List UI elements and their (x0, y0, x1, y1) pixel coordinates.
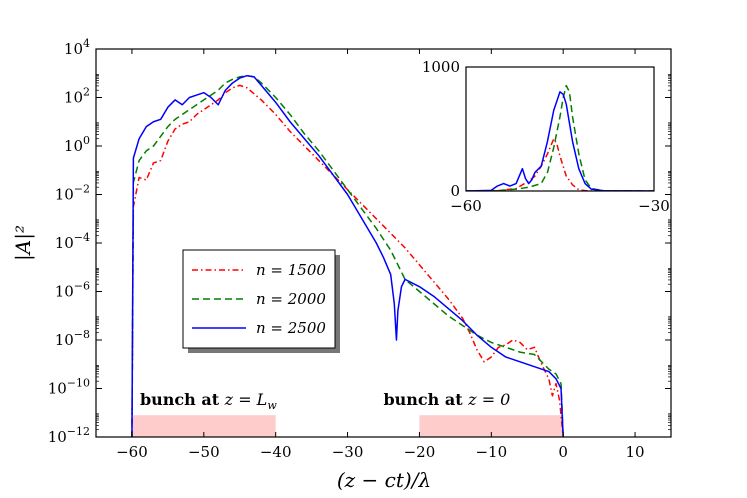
annotation-labels: bunch at z = Lw bunch at z = 0 (140, 390, 510, 412)
annotation-band-1 (131, 415, 276, 437)
inset-chart: −60 −30 0 1000 (422, 58, 670, 215)
annotation-band-2 (419, 415, 564, 437)
legend: n = 1500 n = 2000 n = 2500 (182, 249, 340, 353)
x-axis-ticks: −60 −50 −40 −30 −20 −10 0 10 (116, 49, 645, 461)
annotation-bands (131, 415, 564, 437)
series-line-2 (131, 74, 564, 437)
main-series-layer (131, 74, 564, 437)
legend-label-1: n = 1500 (256, 261, 326, 279)
annotation-label-1: bunch at z = Lw (140, 390, 277, 412)
y-tick-label: 10−8 (55, 328, 90, 349)
x-tick-label: −10 (475, 443, 507, 461)
x-tick-label: 10 (626, 443, 645, 461)
legend-label-3: n = 2500 (256, 319, 326, 337)
inset-frame (465, 66, 655, 192)
x-tick-label: −30 (332, 443, 364, 461)
inset-series-line-1 (466, 138, 654, 191)
series-line-1 (131, 84, 564, 437)
x-tick-label: −60 (116, 443, 148, 461)
y-tick-label: 10−12 (48, 425, 90, 446)
y-axis-ticks: 10−12 10−10 10−8 10−6 10−4 10−2 100 102 104 (48, 37, 671, 446)
x-tick-label: −40 (260, 443, 292, 461)
inset-ticks: −60 −30 0 1000 (422, 58, 670, 215)
y-tick-label: 10−10 (48, 377, 90, 398)
inset-series-line-3 (466, 91, 654, 191)
x-tick-label: 0 (558, 443, 568, 461)
legend-label-2: n = 2000 (256, 290, 326, 308)
y-tick-label: 104 (64, 37, 90, 58)
annotation-label-2: bunch at z = 0 (383, 390, 510, 409)
y-tick-label: 102 (64, 86, 90, 107)
inset-x-tick-label: −60 (450, 197, 482, 215)
inset-y-tick-label: 1000 (422, 58, 460, 76)
inset-x-tick-label: −30 (638, 197, 670, 215)
x-tick-label: −20 (404, 443, 436, 461)
x-axis-label: (z − ct)/λ (337, 468, 431, 492)
series-line-3 (131, 74, 564, 437)
inset-series-layer (466, 84, 654, 191)
x-tick-label: −50 (188, 443, 220, 461)
y-tick-label: 10−6 (55, 280, 90, 301)
y-tick-label: 10−4 (55, 231, 90, 252)
y-tick-label: 10−2 (55, 183, 90, 204)
inset-series-line-2 (466, 84, 654, 191)
y-axis-label: |A|² (11, 225, 36, 261)
inset-y-tick-label: 0 (450, 182, 460, 200)
inset-background (466, 67, 654, 191)
y-tick-label: 100 (64, 134, 90, 155)
